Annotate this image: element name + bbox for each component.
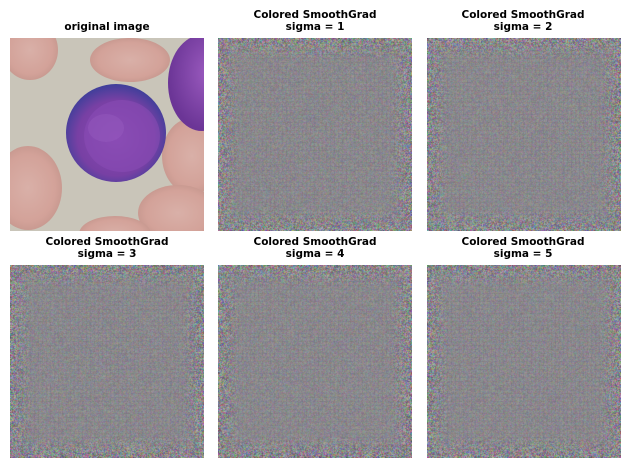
panel-title-sigma-5: Colored SmoothGrad sigma = 5 <box>426 236 620 260</box>
red-cell <box>10 146 62 230</box>
panel-title-text: Colored SmoothGrad <box>461 236 585 248</box>
panel-subtitle-text: sigma = 2 <box>493 21 553 33</box>
smoothgrad-image-sigma-2 <box>427 38 621 231</box>
panel-title-sigma-3: Colored SmoothGrad sigma = 3 <box>10 236 204 260</box>
red-cell <box>79 216 151 231</box>
original-image <box>10 38 204 231</box>
smoothgrad-image-sigma-4 <box>218 265 412 458</box>
panel-title-sigma-4: Colored SmoothGrad sigma = 4 <box>218 236 412 260</box>
panel-title-text: Colored SmoothGrad <box>253 9 377 21</box>
panel-title-original: original image <box>10 21 204 33</box>
red-cell <box>90 38 170 82</box>
panel-subtitle-text: sigma = 4 <box>285 248 345 260</box>
panel-title-text: original image <box>64 21 150 33</box>
panel-title-text: Colored SmoothGrad <box>45 236 169 248</box>
smoothgrad-image-sigma-5 <box>427 265 621 458</box>
red-cell <box>162 118 204 194</box>
red-cell <box>10 38 58 80</box>
panel-title-sigma-1: Colored SmoothGrad sigma = 1 <box>218 9 412 33</box>
panel-title-sigma-2: Colored SmoothGrad sigma = 2 <box>426 9 620 33</box>
panel-subtitle-text: sigma = 5 <box>493 248 553 260</box>
smoothgrad-image-sigma-1 <box>218 38 412 231</box>
red-cell <box>138 185 204 231</box>
panel-subtitle-text: sigma = 1 <box>285 21 345 33</box>
purple-cell-edge <box>168 38 204 131</box>
panel-title-text: Colored SmoothGrad <box>461 9 585 21</box>
panel-title-text: Colored SmoothGrad <box>253 236 377 248</box>
smoothgrad-image-sigma-3 <box>10 265 204 458</box>
panel-subtitle-text: sigma = 3 <box>77 248 137 260</box>
